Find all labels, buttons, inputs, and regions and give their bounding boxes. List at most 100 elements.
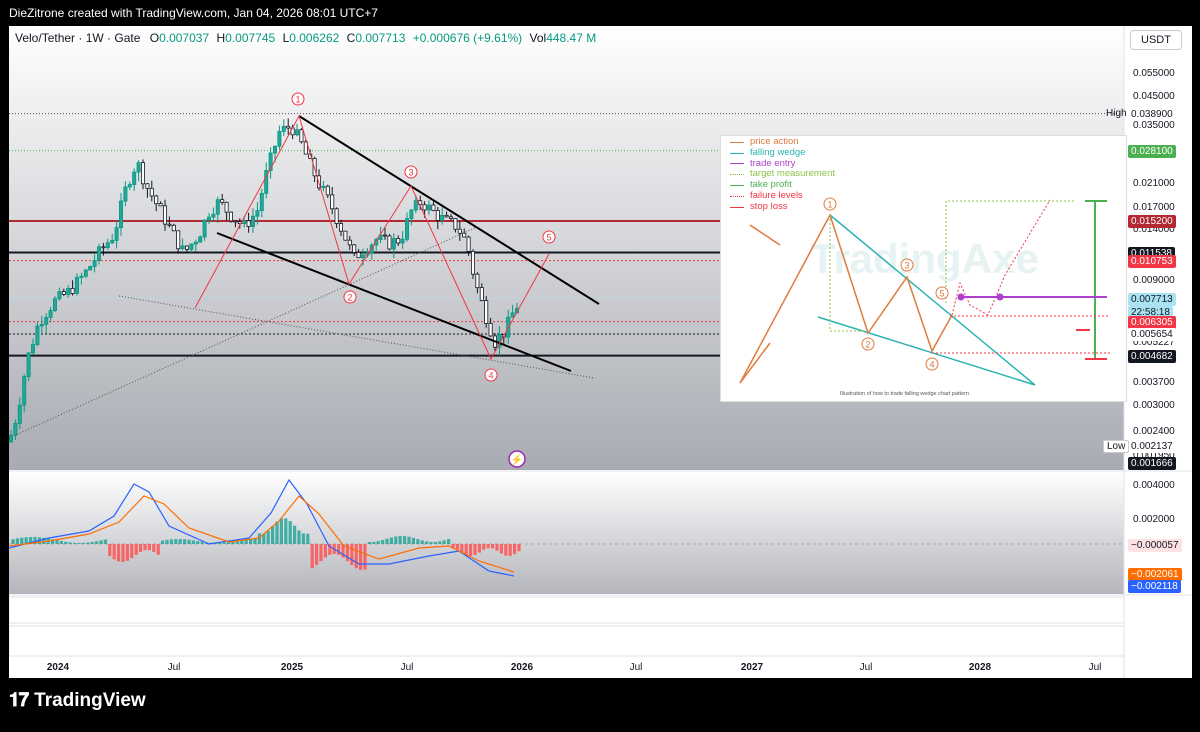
macd-histogram-bar xyxy=(90,542,94,544)
candle-body xyxy=(255,210,260,217)
candle-body xyxy=(79,275,84,278)
macd-histogram-bar xyxy=(130,544,134,559)
candle-body xyxy=(101,246,106,249)
macd-histogram-bar xyxy=(139,544,143,552)
candle-body xyxy=(70,288,75,294)
price-axis-label: 0.005227 xyxy=(1133,337,1175,349)
candle-body xyxy=(26,352,31,377)
macd-histogram-bar xyxy=(473,544,477,556)
macd-histogram-bar xyxy=(341,544,345,558)
low-value: 0.006262 xyxy=(289,31,340,45)
inset-arrow xyxy=(749,224,781,246)
macd-histogram-bar xyxy=(152,544,156,552)
candle-body xyxy=(176,230,181,250)
macd-histogram-bar xyxy=(297,530,301,544)
macd-histogram-bar xyxy=(381,539,385,544)
candle-body xyxy=(409,209,414,220)
macd-pane-bg xyxy=(9,472,1124,594)
price-axis-label: 0.009000 xyxy=(1133,274,1175,286)
candle-body xyxy=(413,200,418,211)
legend-swatch xyxy=(730,141,744,143)
macd-histogram-bar xyxy=(508,544,512,556)
candle-body xyxy=(88,265,93,271)
time-axis-label: Jul xyxy=(1088,662,1102,673)
macd-tag: −0.002061 xyxy=(1128,568,1182,581)
candle-body xyxy=(202,219,207,238)
candle-body xyxy=(338,223,343,232)
price-axis-label: 0.017000 xyxy=(1133,202,1175,214)
time-axis-label: 2028 xyxy=(968,662,992,673)
macd-histogram-bar xyxy=(345,544,349,562)
macd-histogram-bar xyxy=(455,544,459,550)
candle-body xyxy=(431,204,436,211)
open-value: 0.007037 xyxy=(159,31,210,45)
price-tag: 0.006305 xyxy=(1128,315,1176,329)
macd-histogram-bar xyxy=(77,542,81,544)
legend-label: stop loss xyxy=(750,200,788,212)
macd-histogram-bar xyxy=(174,539,178,544)
inset-legend-item: target measurement xyxy=(730,169,835,180)
candle-body xyxy=(123,186,128,202)
macd-histogram-bar xyxy=(81,542,85,544)
candle-body xyxy=(422,204,427,211)
macd-histogram-bar xyxy=(398,536,402,544)
candle-body xyxy=(387,235,392,250)
high-value: 0.007745 xyxy=(225,31,276,45)
inset-target-measure xyxy=(945,200,1076,303)
candle-body xyxy=(30,344,35,354)
candle-body xyxy=(136,162,141,173)
candle-body xyxy=(286,125,291,129)
macd-histogram-bar xyxy=(442,540,446,544)
macd-histogram-bar xyxy=(420,540,424,544)
candle-body xyxy=(475,273,480,289)
inset-legend-item: stop loss xyxy=(730,200,835,213)
legend-swatch xyxy=(730,163,744,165)
macd-histogram-bar xyxy=(359,544,363,570)
macd-histogram-bar xyxy=(147,544,151,551)
price-tag: 0.005654 xyxy=(1128,328,1176,342)
candle-body xyxy=(246,220,251,227)
candle-body xyxy=(184,245,189,250)
price-axis-label: 0.055000 xyxy=(1133,68,1175,79)
trend-dotted-line xyxy=(9,225,480,439)
low-badge: Low xyxy=(1103,440,1130,453)
macd-histogram-bar xyxy=(99,540,103,544)
macd-histogram-bar xyxy=(517,544,521,552)
candle-body xyxy=(470,250,475,275)
macd-histogram-bar xyxy=(464,544,468,555)
candle-body xyxy=(228,211,233,222)
wave-zigzag xyxy=(194,114,550,361)
macd-histogram-bar xyxy=(486,544,490,549)
candle-body xyxy=(330,194,335,210)
price-tag: 0.004682 xyxy=(1128,349,1176,363)
macd-histogram-bar xyxy=(24,537,28,544)
macd-histogram-bar xyxy=(235,540,239,544)
macd-histogram-bar xyxy=(367,541,371,544)
candle-body xyxy=(61,291,66,295)
candle-body xyxy=(369,244,374,254)
high-badge: High xyxy=(1106,108,1127,119)
macd-histogram-bar xyxy=(191,540,195,544)
inset-wave-circle xyxy=(861,337,875,351)
inset-target-measure xyxy=(829,215,865,332)
macd-histogram-bar xyxy=(416,539,420,544)
macd-histogram-bar xyxy=(33,537,37,544)
inset-border xyxy=(720,135,1127,402)
candle-body xyxy=(193,241,198,245)
candle-body xyxy=(154,195,159,205)
macd-histogram-bar xyxy=(218,542,222,544)
wave-label-circle xyxy=(404,165,418,179)
candle-body xyxy=(132,171,137,185)
currency-button[interactable]: USDT xyxy=(1130,30,1182,50)
macd-tag: −0.002118 xyxy=(1128,580,1181,593)
symbol-label[interactable]: Velo/Tether · 1W · Gate xyxy=(15,31,141,45)
candle-body xyxy=(39,323,44,327)
candle-body xyxy=(119,200,124,229)
lightning-icon xyxy=(508,450,526,468)
macd-histogram-bar xyxy=(183,539,187,544)
macd-histogram-bar xyxy=(301,533,305,544)
price-tag: 0.010753 xyxy=(1128,254,1176,268)
tradingview-brand[interactable]: 𝟏𝟕 TradingView xyxy=(9,690,146,712)
legend-label: failure levels xyxy=(750,189,803,201)
candle-body xyxy=(189,243,194,250)
